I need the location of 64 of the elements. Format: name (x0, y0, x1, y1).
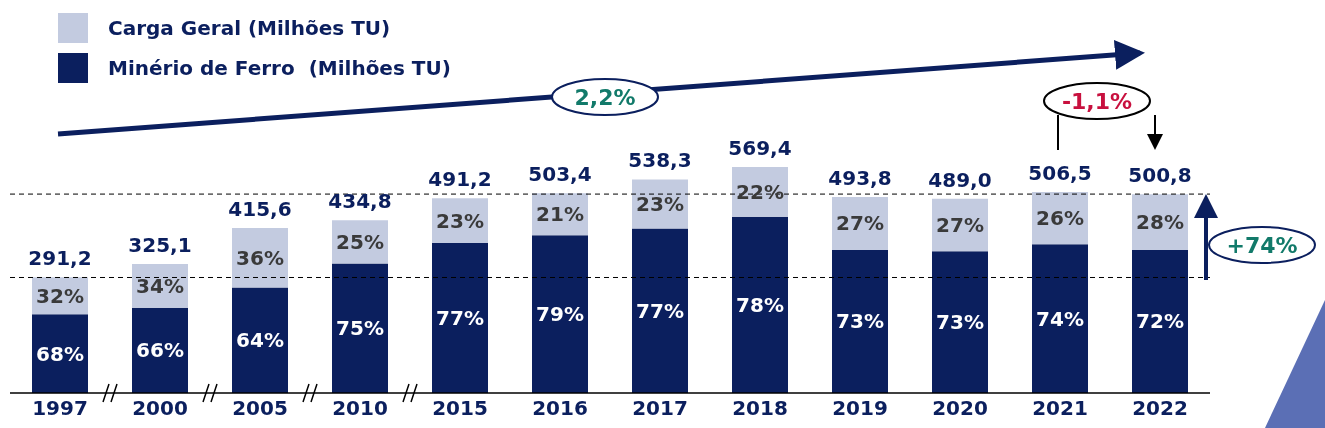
text: +74% (1226, 233, 1298, 258)
bar (632, 228, 688, 393)
annotation: 36% (236, 245, 284, 270)
x-tick-label: 2000 (132, 396, 188, 421)
annotation: 291,2 (28, 246, 92, 271)
text: 569,4 (728, 135, 792, 160)
x-tick-label: 2020 (932, 396, 988, 421)
annotation: 78% (736, 292, 784, 317)
bar (532, 235, 588, 393)
bar (432, 242, 488, 393)
annotation: 21% (536, 202, 584, 227)
bar (232, 287, 288, 393)
bar (1032, 244, 1088, 393)
annotation: 64% (236, 328, 284, 353)
bar (932, 251, 988, 393)
annotation: 25% (336, 229, 384, 254)
bar (832, 249, 888, 393)
x-tick-label: 2019 (832, 396, 888, 421)
annotation: 27% (936, 213, 984, 238)
x-tick-label: 2018 (732, 396, 788, 421)
annotation: 34% (136, 273, 184, 298)
bar (332, 263, 388, 393)
annotation: 503,4 (528, 162, 592, 187)
annotation: 73% (936, 310, 984, 335)
annotation: 66% (136, 338, 184, 363)
annotation: 26% (1036, 206, 1084, 231)
annotation: 23% (436, 208, 484, 233)
x-tick-label: 2016 (532, 396, 588, 421)
legend-label: Minério de Ferro (Milhões TU) (108, 56, 451, 80)
text: 2,2% (574, 85, 636, 110)
x-tick-label: 2015 (432, 396, 488, 421)
annotation: 434,8 (328, 189, 392, 214)
annotation: 23% (636, 191, 684, 216)
annotation: 75% (336, 316, 384, 341)
x-tick-label: 2005 (232, 396, 288, 421)
annotation: 22% (736, 179, 784, 204)
annotation: 325,1 (128, 232, 192, 257)
bar (732, 216, 788, 393)
annotation: 32% (36, 283, 84, 308)
annotation: 77% (636, 298, 684, 323)
text: -1,1% (1061, 89, 1133, 114)
x-tick-label: 2017 (632, 396, 688, 421)
annotation: 538,3 (628, 148, 692, 173)
annotation: 77% (436, 305, 484, 330)
bar (132, 307, 188, 393)
annotation: 493,8 (828, 166, 892, 191)
legend-label: Carga Geral (Milhões TU) (108, 16, 391, 40)
annotation: 506,5 (1028, 161, 1092, 186)
bar (1132, 249, 1188, 393)
annotation: 68% (36, 341, 84, 366)
annotation: 489,0 (928, 167, 992, 192)
annotation: 73% (836, 309, 884, 334)
annotation: 72% (1136, 309, 1184, 334)
annotation: 491,2 (428, 167, 492, 192)
annotation: 500,8 (1128, 163, 1192, 188)
annotation: 415,6 (228, 196, 292, 221)
annotation: 27% (836, 211, 884, 236)
annotation: 74% (1036, 306, 1084, 331)
annotation: 79% (536, 302, 584, 327)
x-tick-label: 1997 (32, 396, 88, 421)
x-tick-label: 2021 (1032, 396, 1088, 421)
x-tick-label: 2010 (332, 396, 388, 421)
x-tick-label: 2022 (1132, 396, 1188, 421)
annotation: 28% (1136, 210, 1184, 235)
